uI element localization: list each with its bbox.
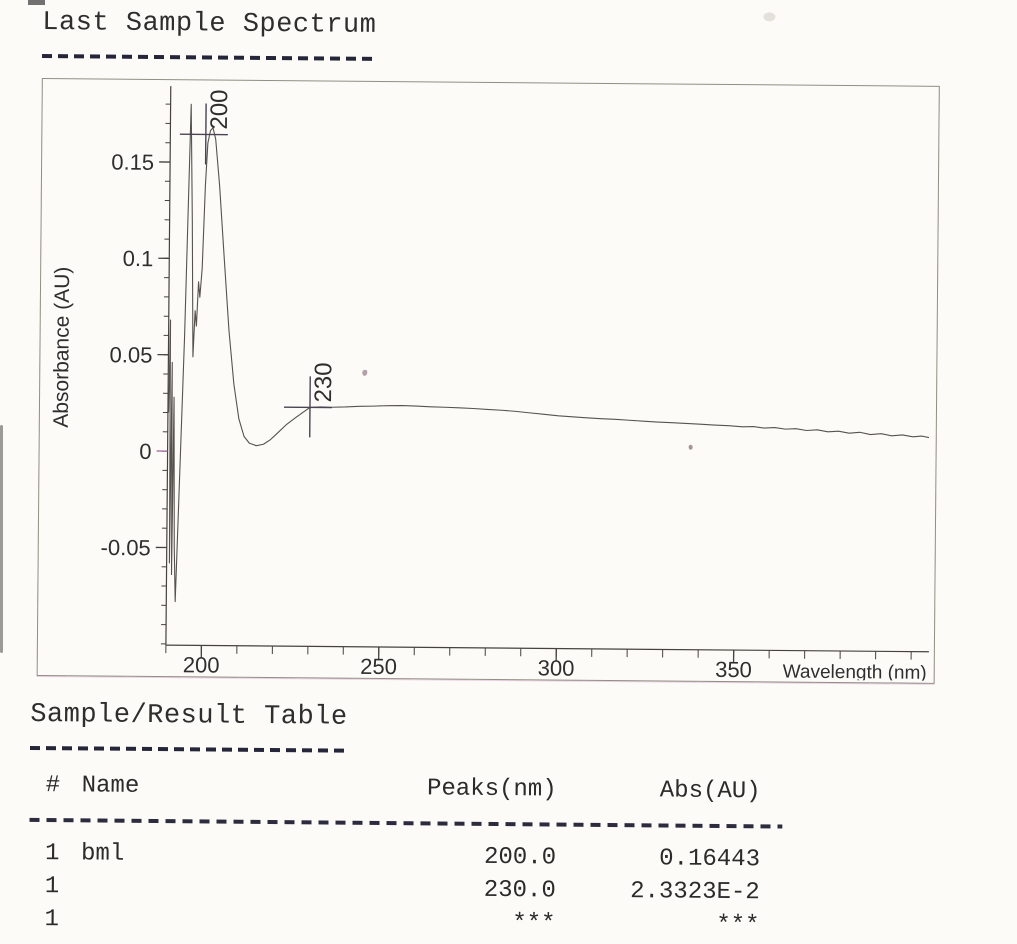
- row-peak-value: 230.0: [483, 876, 556, 905]
- row-abs-value: ***: [716, 911, 760, 940]
- spectrum-chart-frame: -0.05 0 0.05 0.1 0.15 200 250 300 350 Wavelength …: [36, 78, 940, 684]
- scanner-edge-artifact: [0, 425, 3, 653]
- row-number: 1: [44, 840, 60, 868]
- table-header-divider: [29, 817, 783, 829]
- col-header-abs: Abs(AU): [659, 777, 761, 806]
- table-row: 1 bml 200.0 0.16443: [0, 840, 813, 877]
- row-sample-name: bml: [80, 840, 125, 868]
- scan-speck: [688, 444, 693, 450]
- row-peak-value: 200.0: [483, 843, 557, 872]
- row-number: 1: [44, 906, 60, 934]
- col-header-number: #: [45, 772, 61, 800]
- table-header-row: # Name Peaks(nm) Abs(AU): [0, 772, 814, 809]
- svg-text:200: 200: [183, 652, 220, 677]
- spectrum-section-title: Last Sample Spectrum: [42, 8, 377, 41]
- row-peak-value: ***: [512, 910, 556, 938]
- svg-text:Absorbance (AU): Absorbance (AU): [50, 267, 74, 428]
- svg-text:0: 0: [139, 439, 151, 464]
- svg-text:-0.05: -0.05: [100, 535, 150, 560]
- scanner-corner-artifact: [28, 0, 45, 5]
- svg-text:Wavelength (nm): Wavelength (nm): [783, 662, 927, 681]
- scan-smudge: [763, 12, 776, 22]
- col-header-peaks: Peaks(nm): [426, 775, 557, 804]
- svg-text:200: 200: [206, 89, 233, 129]
- svg-text:250: 250: [360, 654, 397, 679]
- spectrum-plot: -0.05 0 0.05 0.1 0.15 200 250 300 350 Wavelength …: [50, 86, 930, 681]
- row-abs-value: 0.16443: [659, 845, 761, 874]
- svg-text:230: 230: [310, 362, 337, 402]
- svg-text:0.15: 0.15: [111, 150, 154, 175]
- spectrum-title-underline: [42, 54, 375, 61]
- col-header-name: Name: [81, 772, 140, 800]
- table-row: 1 *** ***: [0, 906, 813, 943]
- result-table-underline: [29, 745, 345, 753]
- result-table-title: Sample/Result Table: [30, 699, 348, 733]
- table-row: 1 230.0 2.3323E-2: [0, 873, 813, 910]
- svg-text:0.05: 0.05: [109, 342, 152, 367]
- row-abs-value: 2.3323E-2: [630, 878, 760, 907]
- svg-text:0.1: 0.1: [123, 246, 154, 271]
- svg-text:350: 350: [715, 657, 752, 681]
- svg-text:300: 300: [538, 655, 575, 680]
- row-number: 1: [44, 873, 60, 901]
